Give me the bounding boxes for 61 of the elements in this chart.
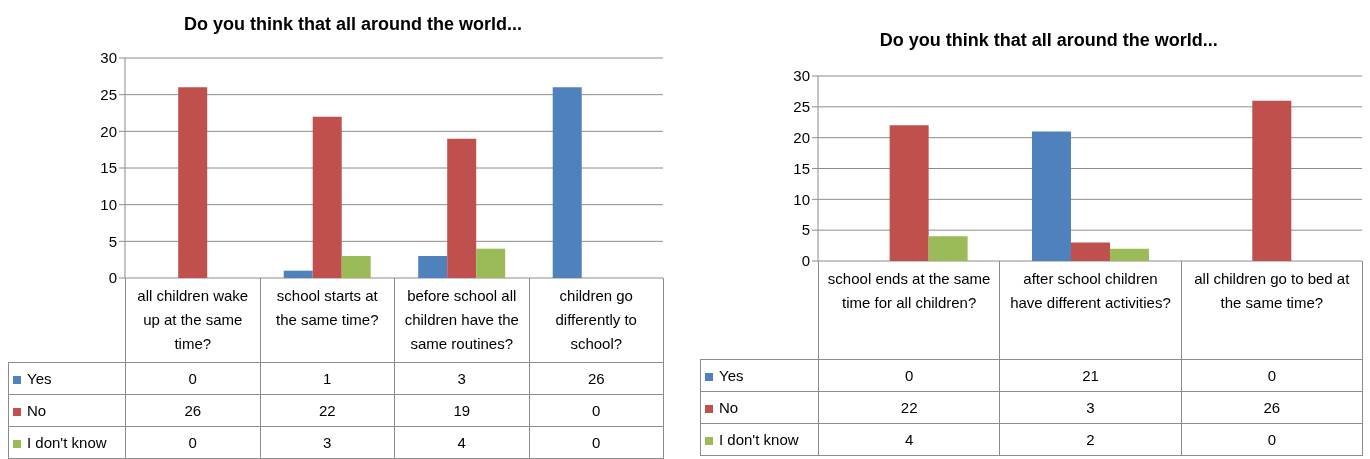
data-label: 26 xyxy=(1181,391,1363,423)
data-label: 26 xyxy=(529,362,664,395)
bar xyxy=(447,138,477,278)
x-tick-label: school ends at the same time for all children? xyxy=(818,261,1000,359)
x-tick-label: after school children have different activities? xyxy=(999,261,1182,359)
y-tick-label: 25 xyxy=(100,85,117,103)
data-label: 3 xyxy=(999,391,1182,423)
data-label: 0 xyxy=(529,394,664,427)
data-label: 4 xyxy=(818,423,1000,455)
bar xyxy=(178,87,208,278)
data-label: 0 xyxy=(529,426,664,459)
y-tick-label: 5 xyxy=(108,232,117,250)
legend-label: Yes xyxy=(8,362,126,395)
x-tick-label: all children wake up at the same time? xyxy=(125,278,260,363)
legend-label: I don't know xyxy=(700,423,819,455)
data-label: 21 xyxy=(999,359,1182,391)
y-tick-label: 5 xyxy=(801,221,810,239)
bar xyxy=(1070,242,1110,261)
y-tick-label: 20 xyxy=(793,128,810,146)
y-tick-label: 30 xyxy=(793,67,810,85)
y-tick-label: 0 xyxy=(801,252,810,270)
bar xyxy=(1031,131,1071,261)
bar xyxy=(341,256,371,278)
bar xyxy=(283,270,313,278)
y-tick-label: 0 xyxy=(108,269,117,287)
y-tick-label: 10 xyxy=(100,195,117,213)
data-label: 26 xyxy=(125,394,260,427)
y-tick-label: 15 xyxy=(793,159,810,177)
y-tick-label: 25 xyxy=(793,98,810,116)
data-label: 22 xyxy=(260,394,395,427)
y-tick-label: 20 xyxy=(100,122,117,140)
legend-label: No xyxy=(700,391,819,423)
x-tick-label: all children go to bed at the same time? xyxy=(1181,261,1363,359)
data-label: 22 xyxy=(818,391,1000,423)
bar xyxy=(312,116,342,278)
chart-title: Do you think that all around the world... xyxy=(878,29,1219,52)
bar xyxy=(889,125,929,261)
data-label: 3 xyxy=(260,426,395,459)
bar xyxy=(1252,100,1292,261)
data-label: 1 xyxy=(260,362,395,395)
bar xyxy=(1109,248,1149,261)
data-label: 19 xyxy=(394,394,529,427)
bar xyxy=(928,236,968,261)
legend-label: I don't know xyxy=(8,426,126,459)
bar xyxy=(552,87,582,278)
data-label: 3 xyxy=(394,362,529,395)
data-label: 0 xyxy=(1181,359,1363,391)
legend-label: No xyxy=(8,394,126,427)
y-tick-label: 15 xyxy=(100,159,117,177)
y-tick-label: 30 xyxy=(100,49,117,67)
y-tick-label: 10 xyxy=(793,190,810,208)
x-tick-label: children go differently to school? xyxy=(529,278,664,363)
data-label: 0 xyxy=(1181,423,1363,455)
data-label: 4 xyxy=(394,426,529,459)
bar xyxy=(476,248,506,278)
x-tick-label: before school all children have the same routines? xyxy=(394,278,529,363)
chart-title: Do you think that all around the world... xyxy=(183,13,524,36)
legend-label: Yes xyxy=(700,359,819,391)
data-label: 2 xyxy=(999,423,1182,455)
bar xyxy=(418,256,448,278)
x-tick-label: school starts at the same time? xyxy=(260,278,395,363)
